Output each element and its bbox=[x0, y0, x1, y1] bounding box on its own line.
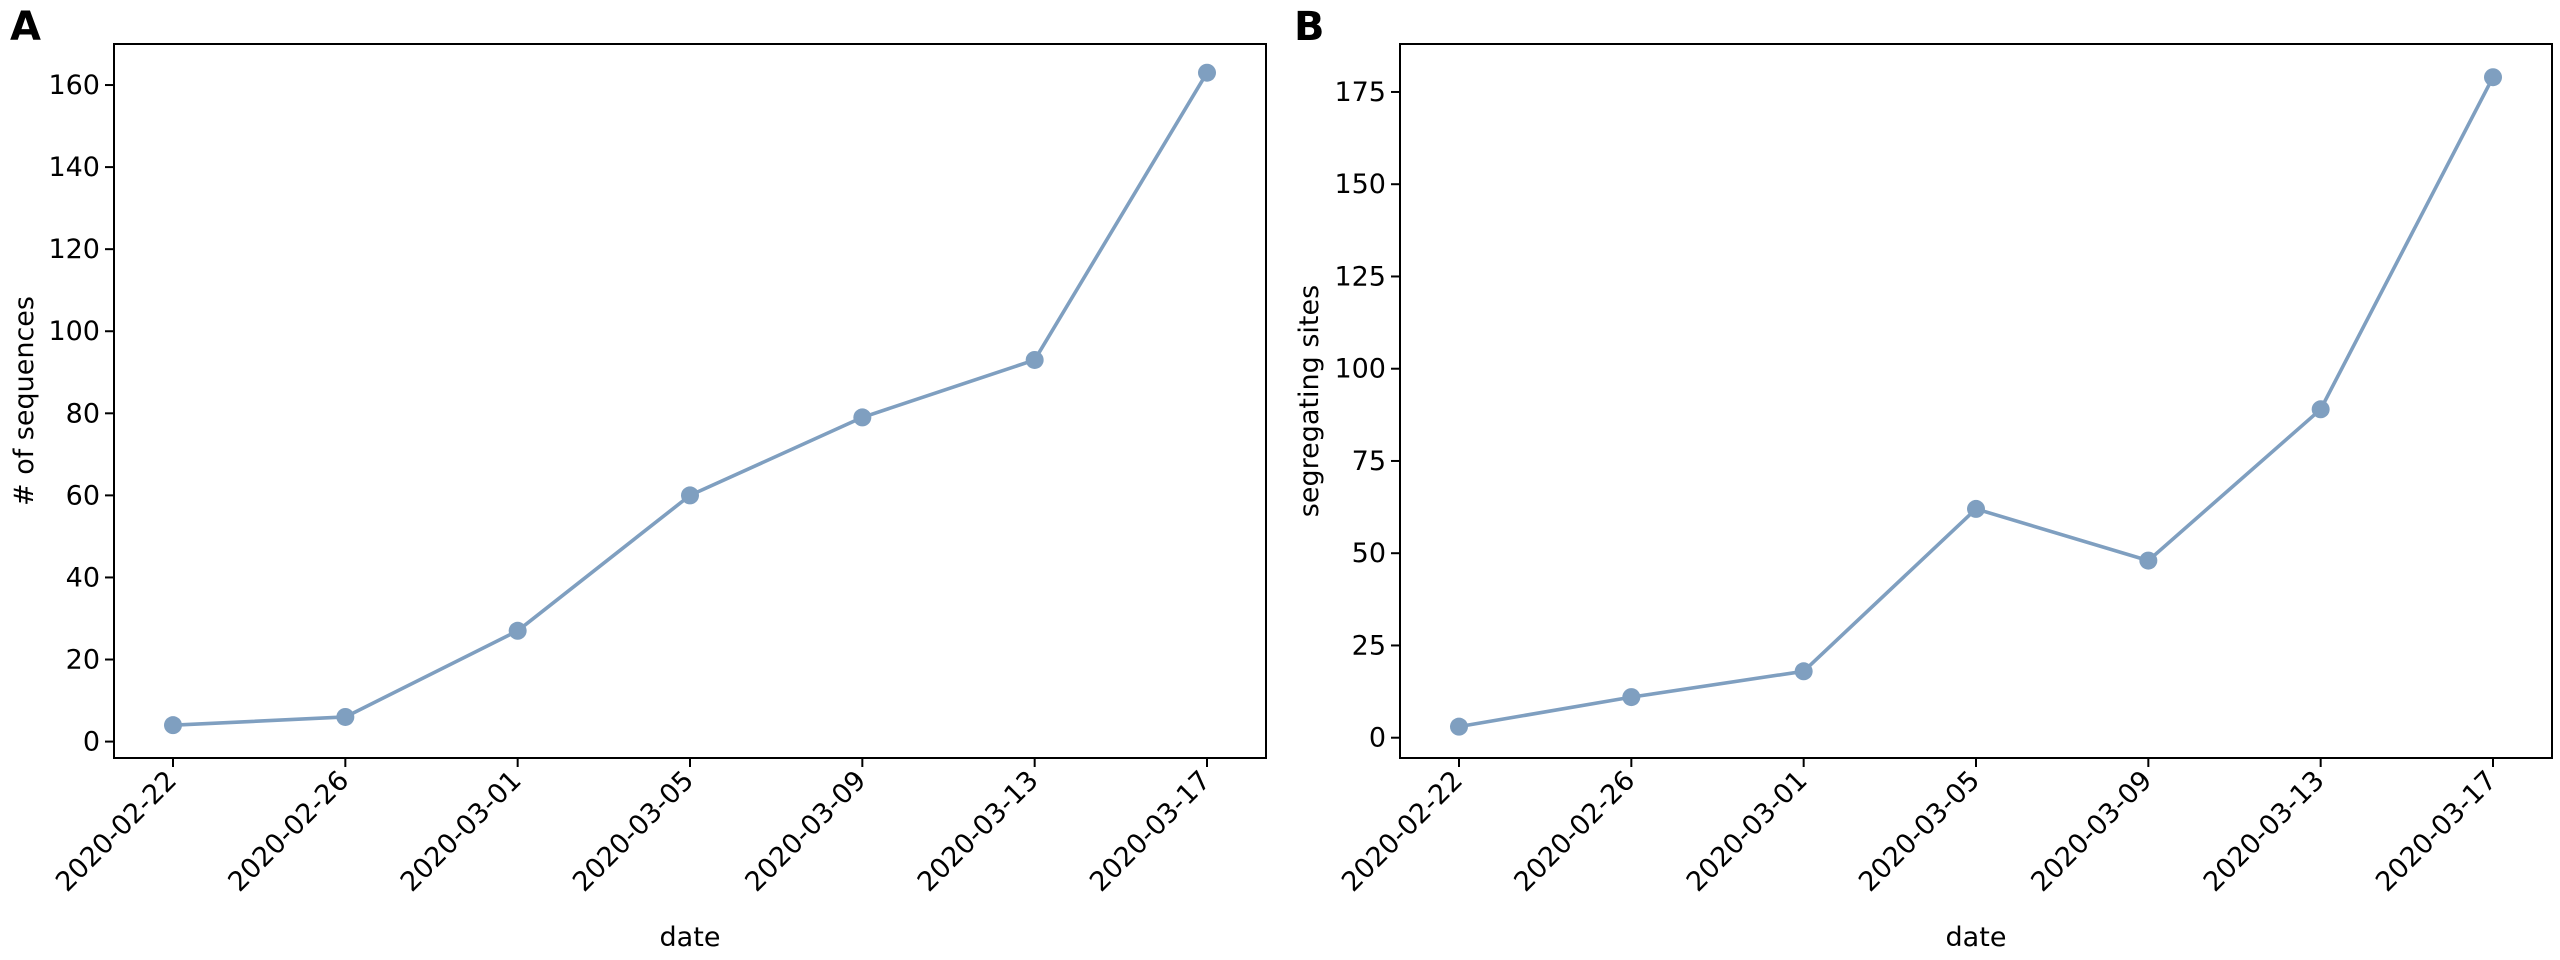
x-tick-label: 2020-03-13 bbox=[2198, 765, 2331, 898]
plot-frame bbox=[1399, 43, 2553, 759]
data-point bbox=[2139, 551, 2158, 570]
data-point bbox=[2484, 68, 2502, 87]
x-tick-label: 2020-02-22 bbox=[1336, 765, 1469, 898]
y-tick-label: 60 bbox=[66, 480, 100, 511]
x-tick-label: 2020-03-05 bbox=[1853, 765, 1986, 898]
series-line bbox=[1457, 75, 2495, 729]
panel-a: A 0 20 40 60 80 100 120 140 160 2020-02-22 2020-02-… bbox=[9, 4, 1267, 953]
x-tick-label: 2020-02-26 bbox=[1508, 765, 1641, 898]
panel-letter: B bbox=[1294, 4, 1325, 50]
x-tick-label: 2020-03-17 bbox=[1084, 765, 1217, 898]
y-tick-label: 175 bbox=[1334, 77, 1386, 108]
y-tick-label: 100 bbox=[1334, 354, 1386, 385]
data-point bbox=[164, 716, 182, 735]
x-axis-label: date bbox=[660, 922, 721, 953]
y-axis-label: segregating sites bbox=[1294, 285, 1325, 517]
data-point bbox=[1198, 63, 1216, 82]
y-tick-label: 40 bbox=[66, 562, 100, 593]
panel-letter: A bbox=[10, 4, 41, 50]
y-tick-label: 140 bbox=[48, 152, 100, 183]
x-tick-label: 2020-03-17 bbox=[2370, 765, 2503, 898]
plot-frame bbox=[113, 43, 1267, 759]
x-tick-label: 2020-03-13 bbox=[912, 765, 1045, 898]
panel-b: B 0 25 50 75 100 125 150 175 2020-02-22 2020-02-26… bbox=[1294, 4, 2553, 953]
data-point bbox=[336, 707, 355, 726]
x-tick-label: 2020-03-01 bbox=[395, 765, 528, 898]
x-tick-label: 2020-03-09 bbox=[739, 765, 872, 898]
y-axis-label: # of sequences bbox=[9, 296, 40, 506]
data-point bbox=[1967, 499, 1985, 518]
y-tick-label: 20 bbox=[66, 645, 100, 676]
y-tick-label: 0 bbox=[83, 727, 100, 758]
y-tick-label: 50 bbox=[1352, 538, 1386, 569]
x-tick-label: 2020-03-09 bbox=[2025, 765, 2158, 898]
y-tick-label: 160 bbox=[48, 70, 100, 101]
y-tick-label: 100 bbox=[48, 316, 100, 347]
data-point bbox=[1025, 350, 1044, 369]
x-tick-label: 2020-02-22 bbox=[50, 765, 183, 898]
y-tick-label: 80 bbox=[66, 398, 100, 429]
data-point bbox=[1794, 662, 1813, 681]
data-point bbox=[681, 486, 699, 505]
y-tick-label: 75 bbox=[1352, 446, 1386, 477]
data-point bbox=[2311, 400, 2330, 419]
data-point bbox=[853, 408, 872, 427]
x-tick-label: 2020-03-01 bbox=[1681, 765, 1814, 898]
y-tick-label: 150 bbox=[1334, 169, 1386, 200]
data-point bbox=[508, 621, 527, 640]
y-tick-label: 120 bbox=[48, 234, 100, 265]
x-tick-label: 2020-03-05 bbox=[567, 765, 700, 898]
y-tick-label: 0 bbox=[1369, 723, 1386, 754]
data-point bbox=[1622, 688, 1641, 707]
series-line bbox=[171, 70, 1209, 727]
x-axis-label: date bbox=[1946, 922, 2007, 953]
y-tick-label: 125 bbox=[1334, 261, 1386, 292]
x-tick-label: 2020-02-26 bbox=[222, 765, 355, 898]
data-point bbox=[1450, 717, 1468, 736]
y-tick-label: 25 bbox=[1352, 630, 1386, 661]
